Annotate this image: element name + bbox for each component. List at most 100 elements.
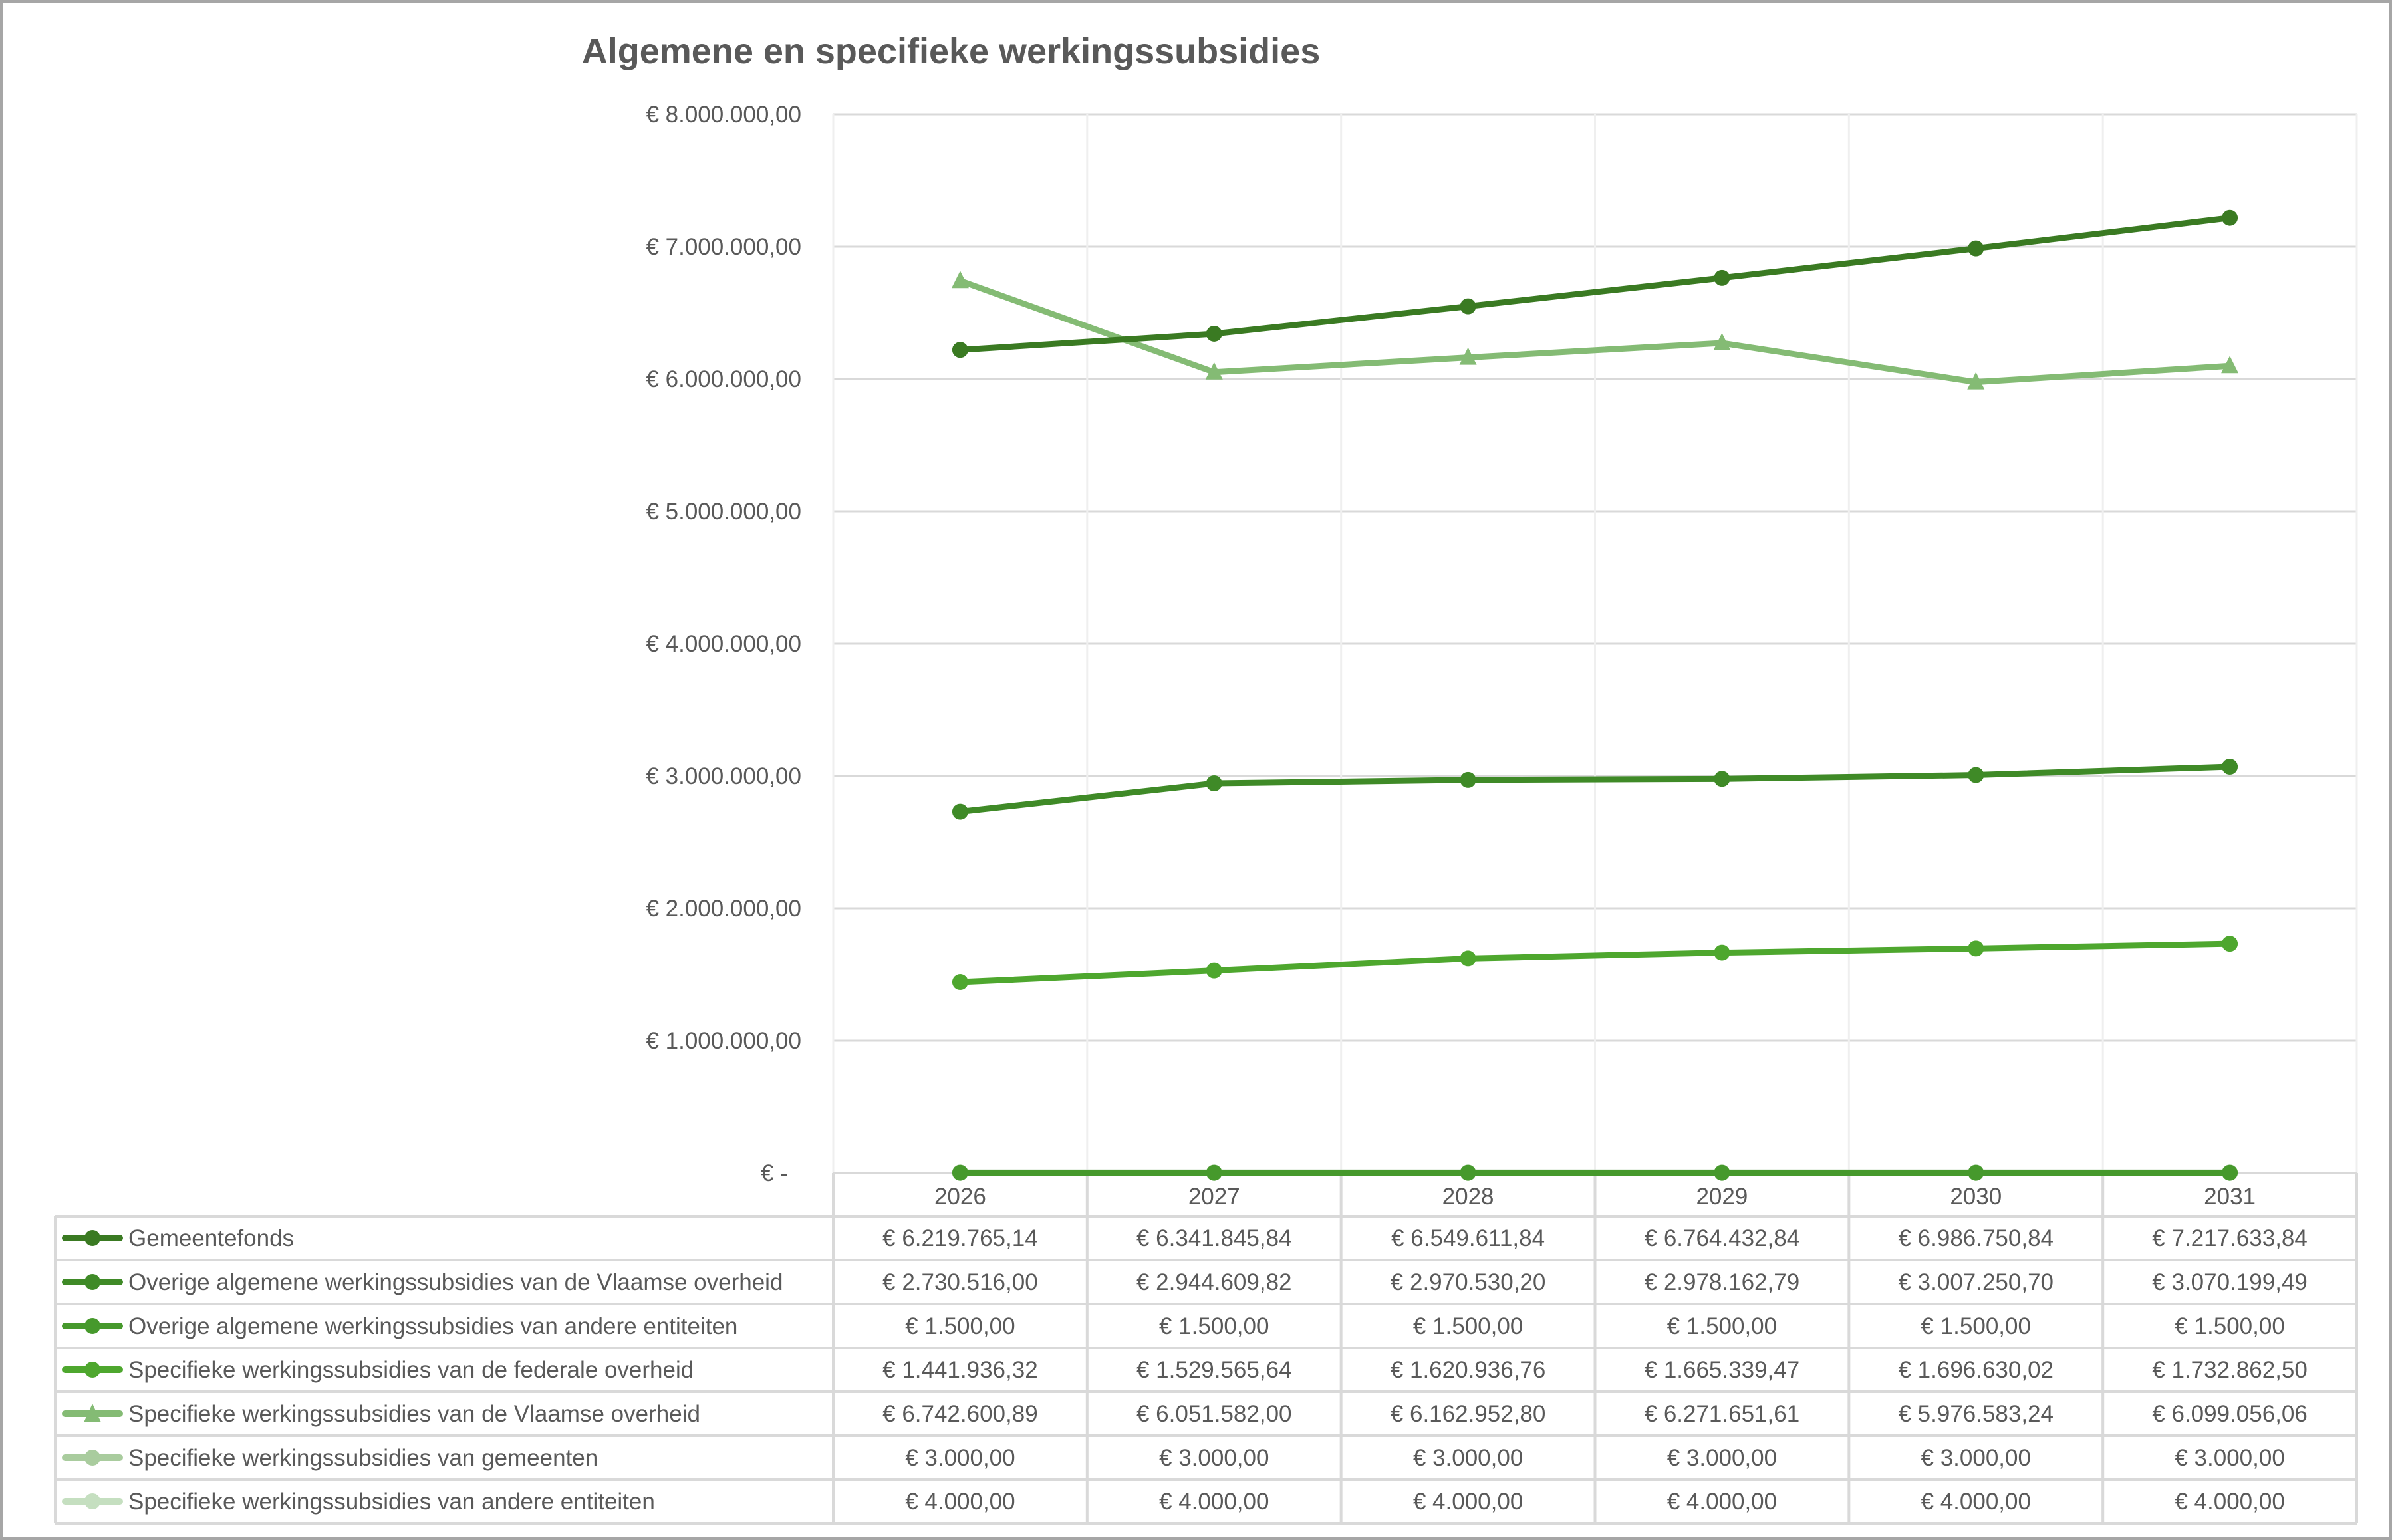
data-point [952, 1164, 968, 1181]
legend-label: Specifieke werkingssubsidies van andere … [128, 1489, 655, 1515]
table-cell-value: € 6.764.432,84 [1645, 1225, 1800, 1251]
data-point-triangle [2221, 356, 2239, 374]
table-cell-value: € 5.976.583,24 [1898, 1401, 2054, 1427]
legend-circle-marker-icon [84, 1362, 100, 1378]
legend-row: Specifieke werkingssubsidies van de Vlaa… [62, 1401, 2308, 1427]
table-cell-value: € 2.944.609,82 [1136, 1269, 1292, 1295]
data-point [2222, 936, 2238, 952]
table-cell-value: € 2.978.162,79 [1645, 1269, 1800, 1295]
table-cell-value: € 1.665.339,47 [1645, 1357, 1800, 1383]
series-line [957, 940, 2233, 985]
legend-row: Specifieke werkingssubsidies van gemeent… [62, 1445, 2285, 1471]
data-point [952, 974, 968, 991]
y-tick-label: € 8.000.000,00 [646, 102, 801, 128]
x-tick-label: 2027 [1188, 1184, 1240, 1210]
y-tick-label: € 4.000.000,00 [646, 631, 801, 657]
table-cell-value: € 4.000,00 [1413, 1489, 1523, 1515]
data-point [1206, 1164, 1222, 1181]
gridlines [832, 113, 2358, 1174]
table-cell-value: € 6.051.582,00 [1136, 1401, 1292, 1427]
data-point [1206, 775, 1222, 792]
data-point [1714, 771, 1730, 787]
data-point [1714, 944, 1730, 961]
table-cell-value: € 3.000,00 [1413, 1445, 1523, 1471]
data-point [1460, 950, 1476, 967]
legend-row: Specifieke werkingssubsidies van de fede… [62, 1357, 2308, 1383]
data-point [1968, 767, 1984, 783]
series-2 [952, 1164, 2238, 1181]
data-point [1968, 940, 1984, 957]
table-cell-value: € 2.730.516,00 [882, 1269, 1038, 1295]
series-line [957, 215, 2233, 353]
y-tick-label: € 7.000.000,00 [646, 234, 801, 260]
y-tick-label: € 1.000.000,00 [646, 1028, 801, 1054]
table-cell-value: € 6.099.056,06 [2152, 1401, 2308, 1427]
data-point [952, 342, 968, 358]
y-tick-label: € 2.000.000,00 [646, 896, 801, 922]
data-point [1968, 1164, 1984, 1181]
x-tick-label: 2030 [1950, 1184, 2002, 1210]
legend-row: Overige algemene werkingssubsidies van d… [62, 1269, 2308, 1295]
data-point [2222, 209, 2238, 226]
table-cell-value: € 6.341.845,84 [1136, 1225, 1292, 1251]
series-3 [952, 936, 2238, 991]
table-cell-value: € 3.000,00 [1159, 1445, 1269, 1471]
legend-label: Specifieke werkingssubsidies van gemeent… [128, 1445, 598, 1471]
y-tick-label: € 5.000.000,00 [646, 499, 801, 525]
table-cell-value: € 1.500,00 [1921, 1313, 2031, 1339]
data-point [1206, 325, 1222, 342]
table-cell-value: € 6.986.750,84 [1898, 1225, 2054, 1251]
table-cell-value: € 7.217.633,84 [2152, 1225, 2308, 1251]
table-cell-value: € 6.742.600,89 [882, 1401, 1038, 1427]
legend-circle-marker-icon [84, 1493, 100, 1509]
table-cell-value: € 4.000,00 [1159, 1489, 1269, 1515]
data-table: 2026 2027 2028 2029 2030 2031 Gemeentefonds € 6… [54, 1172, 2358, 1525]
legend-row: Overige algemene werkingssubsidies van a… [62, 1313, 2285, 1339]
data-point [1206, 962, 1222, 979]
series-line [957, 277, 2233, 386]
data-point [1460, 298, 1476, 315]
table-cell-value: € 1.500,00 [1413, 1313, 1523, 1339]
data-point-triangle [1205, 362, 1223, 380]
table-cell-value: € 6.271.651,61 [1645, 1401, 1800, 1427]
y-tick-label: € 6.000.000,00 [646, 366, 801, 392]
data-point-triangle [1967, 372, 1985, 390]
data-point-triangle [1459, 347, 1477, 365]
data-point-triangle [1713, 332, 1731, 350]
series-1 [952, 759, 2238, 820]
x-tick-label: 2031 [2204, 1184, 2256, 1210]
table-cell-value: € 4.000,00 [2175, 1489, 2284, 1515]
table-cell-value: € 3.000,00 [1921, 1445, 2031, 1471]
table-cell-value: € 1.732.862,50 [2152, 1357, 2308, 1383]
data-point [1460, 771, 1476, 788]
table-cell-value: € 1.441.936,32 [882, 1357, 1038, 1383]
data-point [1714, 269, 1730, 286]
legend-row: Gemeentefonds € 6.219.765,14 € 6.341.845,8… [62, 1225, 2308, 1251]
data-point [2222, 1164, 2238, 1181]
data-point [1968, 240, 1984, 257]
table-cell-value: € 1.500,00 [2175, 1313, 2284, 1339]
table-cell-value: € 4.000,00 [1921, 1489, 2031, 1515]
legend-row: Specifieke werkingssubsidies van andere … [62, 1489, 2285, 1515]
table-cell-value: € 3.000,00 [2175, 1445, 2284, 1471]
legend-circle-marker-icon [84, 1318, 100, 1334]
table-cell-value: € 1.500,00 [1159, 1313, 1269, 1339]
x-tick-label: 2029 [1696, 1184, 1748, 1210]
table-cell-value: € 3.007.250,70 [1898, 1269, 2054, 1295]
x-tick-label: 2026 [934, 1184, 986, 1210]
legend-triangle-marker-icon [84, 1404, 101, 1422]
table-cell-value: € 1.620.936,76 [1391, 1357, 1546, 1383]
legend-circle-marker-icon [84, 1274, 100, 1290]
data-point-triangle [951, 271, 969, 289]
table-cell-value: € 3.000,00 [1667, 1445, 1777, 1471]
table-cell-value: € 6.219.765,14 [882, 1225, 1038, 1251]
y-tick-label: € 3.000.000,00 [646, 763, 801, 789]
table-cell-value: € 6.162.952,80 [1391, 1401, 1546, 1427]
table-cell-value: € 3.070.199,49 [2152, 1269, 2308, 1295]
table-cell-value: € 2.970.530,20 [1391, 1269, 1546, 1295]
table-cell-value: € 1.500,00 [1667, 1313, 1777, 1339]
data-point [1460, 1164, 1476, 1181]
x-tick-label: 2028 [1442, 1184, 1494, 1210]
